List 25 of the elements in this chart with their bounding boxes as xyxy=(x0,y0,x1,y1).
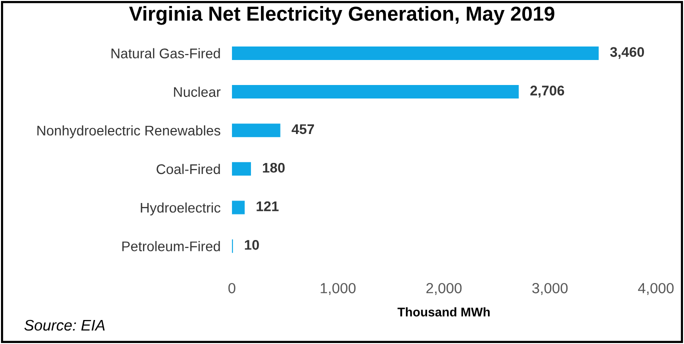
x-tick-label: 1,000 xyxy=(320,282,356,296)
x-tick-label: 4,000 xyxy=(638,282,674,296)
data-label: 10 xyxy=(244,240,259,250)
y-tick-label: Hydroelectric xyxy=(140,202,220,216)
bar xyxy=(232,200,245,214)
data-label: 457 xyxy=(292,124,314,134)
source-note: Source: EIA xyxy=(24,320,105,331)
x-axis-title: Thousand MWh xyxy=(398,307,490,316)
data-label: 121 xyxy=(256,201,279,212)
bar xyxy=(232,162,251,176)
bar xyxy=(232,46,599,60)
y-tick-label: Coal-Fired xyxy=(156,164,220,174)
bar xyxy=(232,85,519,99)
data-label: 2,706 xyxy=(530,86,564,98)
y-tick-label: Nonhydroelectric Renewables xyxy=(37,125,220,138)
x-tick-label: 3,000 xyxy=(532,282,568,296)
y-tick-label: Petroleum-Fired xyxy=(122,241,220,252)
data-label: 3,460 xyxy=(610,47,644,59)
chart-title: Virginia Net Electricity Generation, May 2019 xyxy=(129,6,554,25)
y-tick-label: Nuclear xyxy=(174,86,221,97)
y-tick-label: Natural Gas-Fired xyxy=(112,48,220,58)
data-label: 180 xyxy=(262,162,285,173)
x-tick-label: 0 xyxy=(228,282,236,294)
x-tick-label: 2,000 xyxy=(426,282,462,296)
bar xyxy=(232,124,280,138)
